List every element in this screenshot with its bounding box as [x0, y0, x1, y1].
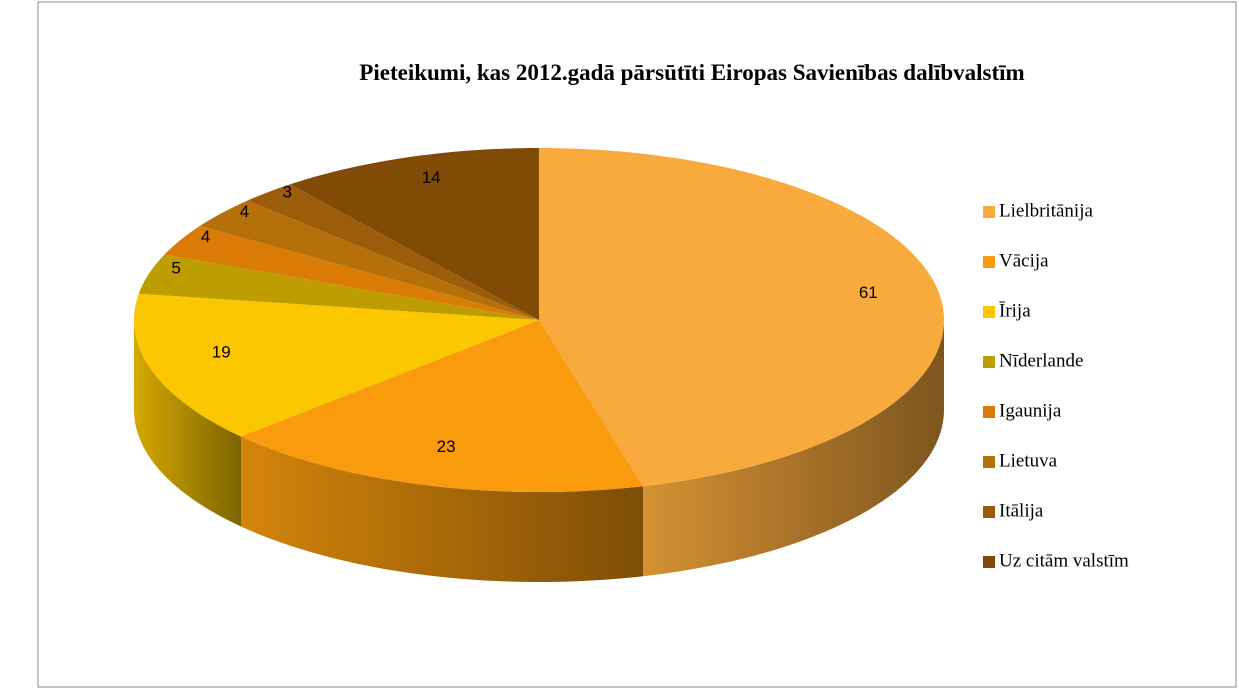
legend-label: Lielbritānija	[999, 200, 1093, 221]
legend-label: Īrija	[999, 300, 1031, 321]
legend-label: Itālija	[999, 500, 1044, 521]
legend-swatch	[983, 206, 995, 218]
legend-swatch	[983, 506, 995, 518]
legend-swatch	[983, 556, 995, 568]
slice	[138, 254, 539, 320]
data-label: 14	[422, 168, 441, 187]
legend-swatch	[983, 306, 995, 318]
data-label: 5	[171, 259, 180, 278]
data-label: 61	[859, 283, 878, 302]
data-label: 4	[240, 202, 249, 221]
data-label: 19	[212, 343, 231, 362]
slice	[134, 293, 539, 437]
legend-swatch	[983, 406, 995, 418]
slice-side	[643, 320, 944, 577]
legend-swatch	[983, 256, 995, 268]
slice-side	[134, 320, 242, 527]
chart-title: Pieteikumi, kas 2012.gadā pārsūtīti Eiro…	[359, 60, 1024, 85]
slice-side	[241, 436, 644, 582]
legend-label: Uz citām valstīm	[999, 550, 1129, 571]
data-label: 4	[201, 227, 210, 246]
slice	[290, 148, 539, 320]
legend-label: Lietuva	[999, 450, 1058, 471]
slice	[199, 200, 539, 320]
slice	[247, 184, 539, 320]
data-label: 3	[282, 183, 291, 202]
legend-swatch	[983, 356, 995, 368]
legend-label: Vācija	[999, 250, 1049, 271]
legend-swatch	[983, 456, 995, 468]
data-label: 23	[437, 437, 456, 456]
legend-label: Igaunija	[999, 400, 1062, 421]
legend-label: Nīderlande	[999, 350, 1083, 371]
slice	[164, 225, 539, 320]
slice	[241, 320, 644, 492]
slice	[539, 148, 944, 487]
